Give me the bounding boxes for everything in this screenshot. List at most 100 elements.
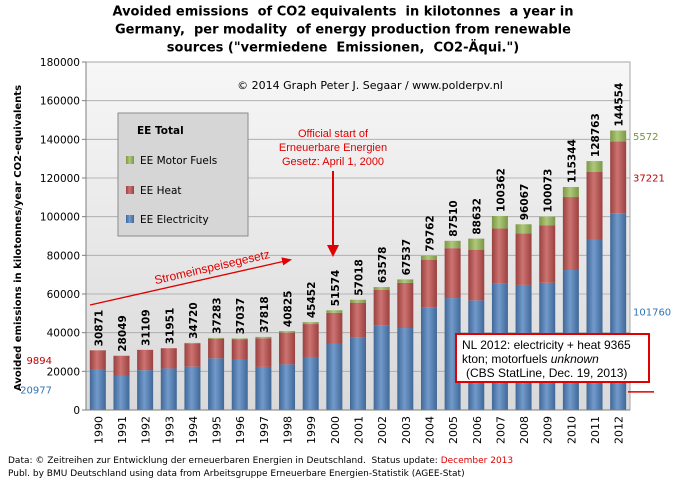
- total-label-1992: 31109: [141, 309, 153, 346]
- y-tick-label: 80000: [47, 250, 80, 262]
- bar-segment-ee-electricity-2011: [586, 239, 603, 410]
- chart-title: Avoided emissions of CO2 equivalents in …: [112, 5, 573, 56]
- legend-title: EE Total: [137, 125, 184, 137]
- bar-segment-ee-heat-2008: [515, 233, 532, 285]
- eeg-annotation: Official start of Erneuerbare Energien G…: [279, 128, 387, 257]
- bar-segment-ee-heat-1990: [89, 350, 106, 370]
- eeg-arrow-head: [327, 245, 339, 257]
- x-tick-label-1994: 1994: [187, 416, 200, 444]
- total-label-2012: 144554: [614, 83, 626, 127]
- bar-segment-ee-motor-fuels-1999: [302, 322, 319, 325]
- x-tick-label-2009: 2009: [542, 416, 555, 444]
- total-label-2002: 63578: [377, 247, 389, 284]
- x-tick-label-1993: 1993: [163, 416, 176, 444]
- total-label-2005: 87510: [448, 200, 460, 237]
- x-tick-label-2011: 2011: [589, 416, 602, 444]
- bar-segment-ee-motor-fuels-2006: [468, 238, 485, 250]
- y-tick-label: 0: [73, 405, 80, 417]
- total-label-1999: 45452: [306, 282, 318, 319]
- legend-label-electricity: EE Electricity: [140, 214, 209, 226]
- footer: Data: © Zeitreihen zur Entwicklung der e…: [8, 456, 513, 479]
- bar-segment-ee-heat-1992: [137, 349, 154, 371]
- chart-title-line-2: Germany, per modality of energy producti…: [115, 23, 571, 38]
- y-tick-label: 120000: [40, 173, 80, 185]
- y-tick-label: 20000: [47, 366, 80, 378]
- x-tick-label-2006: 2006: [471, 416, 484, 444]
- footer-data-source: Data: © Zeitreihen zur Entwicklung der e…: [8, 456, 441, 466]
- bar-segment-ee-motor-fuels-2008: [515, 224, 532, 234]
- first-value-label-ee-electricity: 20977: [20, 386, 52, 397]
- y-tick-label: 180000: [40, 57, 80, 69]
- bar-segment-ee-electricity-2002: [373, 325, 390, 410]
- nl-note-line-2: kton; motorfuels unknown: [462, 352, 599, 366]
- bar-segment-ee-electricity-2001: [350, 337, 366, 410]
- bar-segment-ee-electricity-1991: [113, 375, 130, 410]
- total-label-2001: 57018: [354, 259, 366, 296]
- nl-note-line-3: (CBS StatLine, Dec. 19, 2013): [466, 366, 627, 380]
- bar-segment-ee-electricity-1994: [184, 366, 201, 410]
- x-tick-label-2005: 2005: [447, 416, 460, 444]
- bar-segment-ee-motor-fuels-2009: [539, 216, 556, 226]
- bar-segment-ee-heat-1997: [255, 338, 272, 367]
- bar-segment-ee-motor-fuels-1994: [184, 342, 201, 344]
- x-tick-label-2002: 2002: [376, 416, 389, 444]
- y-tick-label: 160000: [40, 96, 80, 108]
- bar-segment-ee-motor-fuels-2001: [350, 299, 366, 303]
- x-tick-label-2007: 2007: [494, 416, 507, 444]
- x-tick-label-2004: 2004: [423, 416, 436, 444]
- total-label-2010: 115344: [566, 139, 578, 183]
- bar-segment-ee-heat-1994: [184, 343, 201, 367]
- total-label-2008: 96067: [519, 184, 531, 221]
- nl-note-line-2-text: kton; motorfuels: [462, 352, 551, 366]
- bar-segment-ee-heat-1993: [160, 348, 177, 369]
- bar-segment-ee-electricity-2003: [397, 328, 414, 410]
- chart-title-line-3: sources ("vermiedene Emissionen, CO2-Äqu…: [167, 40, 519, 56]
- legend-swatch-electricity: [126, 215, 134, 223]
- x-tick-label-2001: 2001: [353, 416, 366, 444]
- bar-segment-ee-motor-fuels-1998: [279, 331, 296, 333]
- bar-segment-ee-heat-2000: [326, 312, 343, 344]
- bar-segment-ee-heat-1999: [302, 324, 319, 358]
- total-label-1994: 34720: [188, 302, 200, 339]
- legend-swatch-motor-fuels: [126, 156, 134, 164]
- total-label-2000: 51574: [330, 270, 342, 307]
- chart-title-line-1: Avoided emissions of CO2 equivalents in …: [112, 5, 573, 20]
- total-label-2004: 79762: [424, 215, 436, 252]
- bar-segment-ee-motor-fuels-2002: [373, 287, 390, 290]
- total-label-1995: 37283: [212, 297, 224, 334]
- total-label-2003: 67537: [401, 239, 413, 276]
- y-tick-label: 60000: [47, 289, 80, 301]
- x-tick-label-1996: 1996: [234, 416, 247, 444]
- footer-line-2: Publ. by BMU Deutschland using data from…: [8, 469, 465, 479]
- bar-segment-ee-motor-fuels-1995: [208, 337, 225, 339]
- footer-line-1: Data: © Zeitreihen zur Entwicklung der e…: [8, 456, 513, 466]
- bar-segment-ee-motor-fuels-2010: [562, 187, 579, 198]
- x-tick-label-2012: 2012: [613, 416, 626, 444]
- bar-segment-ee-heat-2005: [444, 248, 461, 299]
- y-tick-label: 100000: [40, 212, 80, 224]
- total-label-2011: 128763: [590, 113, 602, 157]
- total-label-1998: 40825: [283, 291, 295, 328]
- bar-segment-ee-electricity-1995: [208, 358, 225, 410]
- x-tick-label-1992: 1992: [140, 416, 153, 444]
- data-labels: 0 20000 40000 60000 80000 100000 120000 140000 1…: [20, 57, 671, 444]
- bar-segment-ee-motor-fuels-2003: [397, 279, 414, 283]
- total-label-2007: 100362: [495, 168, 507, 212]
- eeg-annotation-line-3: Gesetz: April 1, 2000: [282, 156, 384, 168]
- footer-status-date: December 2013: [441, 456, 513, 466]
- nl-note-frame: [455, 333, 650, 383]
- bar-segment-ee-heat-1998: [279, 332, 296, 365]
- bar-segment-ee-heat-2003: [397, 282, 414, 329]
- legend-label-heat: EE Heat: [140, 185, 182, 197]
- bar-segment-ee-electricity-2000: [326, 343, 343, 410]
- bar-segment-ee-heat-1996: [231, 339, 248, 360]
- legend-label-motor-fuels: EE Motor Fuels: [140, 155, 217, 167]
- y-axis-label: Avoided emissions in kilotonnes/year CO2…: [13, 85, 24, 391]
- bar-segment-ee-heat-2010: [562, 197, 579, 271]
- x-tick-label-1990: 1990: [92, 416, 105, 444]
- x-tick-label-2008: 2008: [518, 416, 531, 444]
- total-label-1990: 30871: [93, 310, 105, 347]
- x-tick-label-1999: 1999: [305, 416, 318, 444]
- bar-segment-ee-electricity-1998: [279, 364, 296, 410]
- eeg-annotation-line-1: Official start of: [298, 128, 369, 140]
